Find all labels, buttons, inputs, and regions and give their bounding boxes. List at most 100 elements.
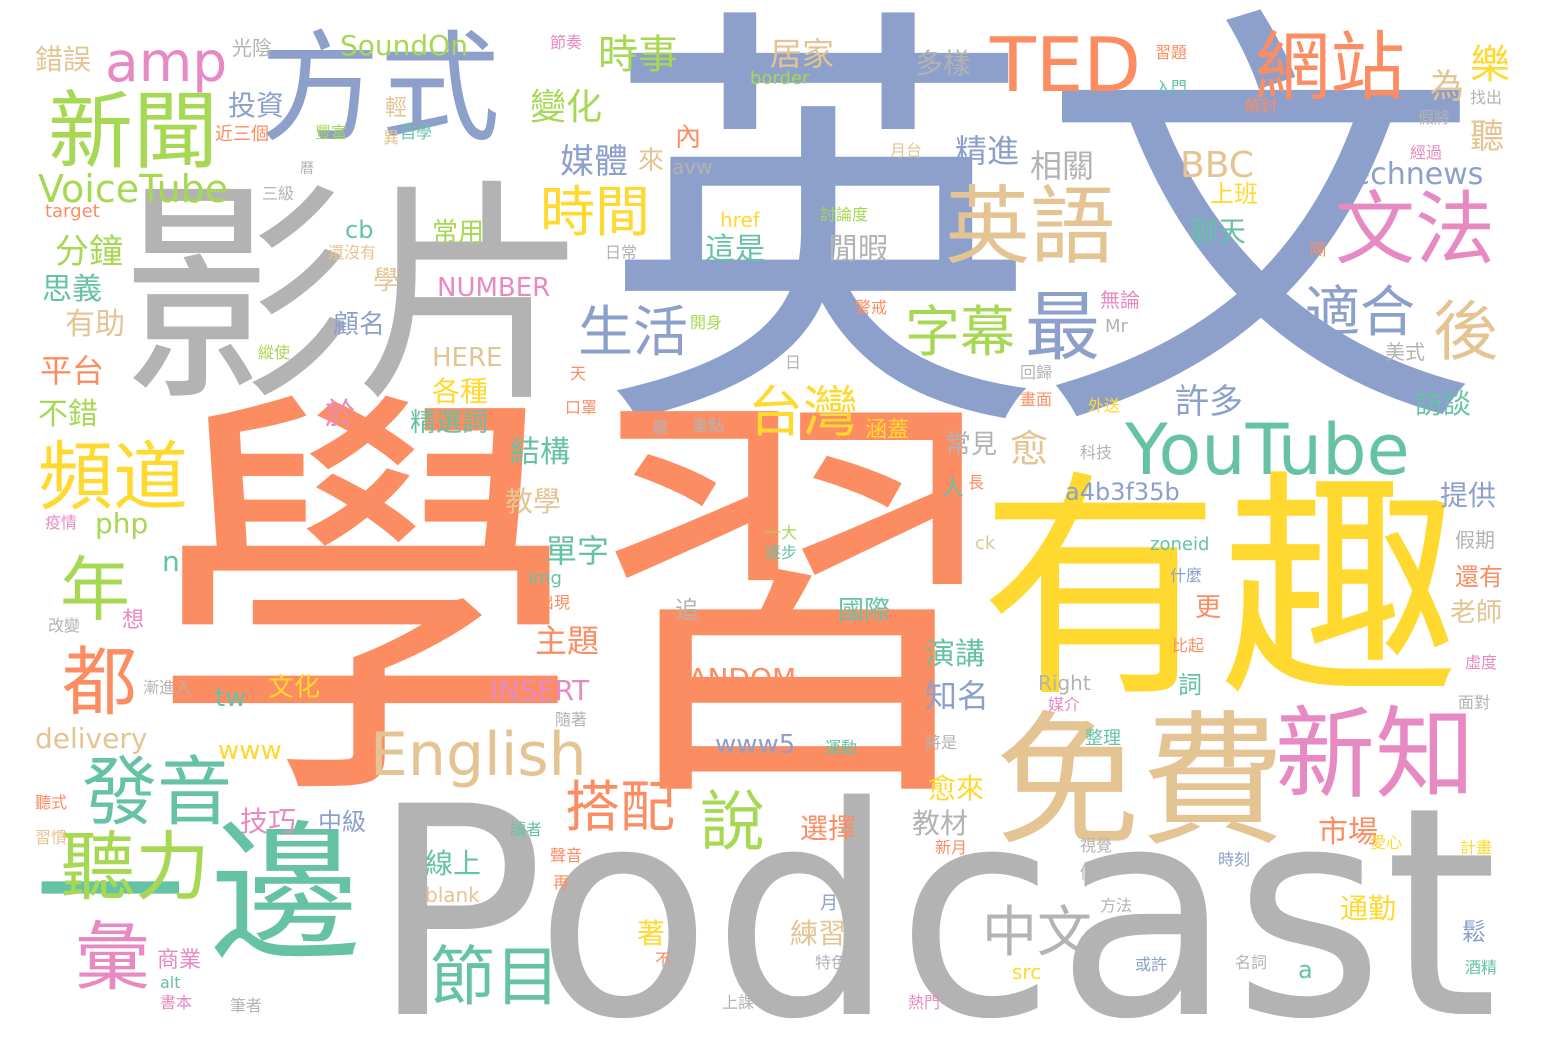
- word-mingci: 名詞: [1235, 953, 1268, 972]
- word-rumen: 入門: [1155, 78, 1188, 97]
- word-dou: 都: [62, 638, 138, 726]
- word-geng: 更: [1195, 593, 1222, 623]
- word-soundon: SoundOn: [340, 29, 468, 62]
- word-zhaochu: 找出: [1470, 88, 1503, 107]
- word-ren: 人: [942, 476, 965, 501]
- word-huoxu: 或許: [1135, 955, 1168, 974]
- word-li: 曆: [300, 161, 314, 177]
- word-ge: 隔: [1310, 240, 1327, 259]
- word-xuanze: 選擇: [800, 812, 857, 845]
- word-jiefeng: 解封: [1245, 96, 1278, 115]
- word-shangye: 商業: [157, 948, 202, 973]
- word-jiaocai: 教材: [912, 807, 969, 840]
- word-yanjiang: 演講: [925, 637, 985, 672]
- word-tese: 特色: [815, 953, 848, 972]
- word-xudu: 虛度: [1465, 653, 1498, 672]
- word-suizhe: 隨著: [555, 710, 588, 729]
- word-shike: 時刻: [1218, 850, 1251, 869]
- word-english: English: [370, 720, 587, 790]
- word-jihua: 計畫: [1460, 838, 1493, 857]
- word-reng: 仍: [1080, 863, 1097, 882]
- word-pindao: 頻道: [38, 433, 189, 521]
- word-tingshi: 聽式: [35, 793, 68, 812]
- word-xiti: 習題: [1155, 43, 1188, 62]
- word-target: target: [45, 201, 100, 222]
- word-shichang: 市場: [1318, 815, 1378, 850]
- word-le: 樂: [1470, 42, 1510, 88]
- word-zai: 再: [553, 873, 570, 892]
- word-jiaqi: 假期: [1455, 528, 1495, 552]
- word-delivery: delivery: [35, 722, 148, 755]
- word-shuben: 書本: [160, 993, 193, 1012]
- word-pingtai: 平台: [40, 352, 105, 390]
- word-taolundu: 討論度: [820, 205, 869, 224]
- word-yibian-bian: 邊: [210, 808, 361, 982]
- word-mr: Mr: [1105, 316, 1128, 337]
- word-huigui: 回歸: [1020, 363, 1053, 382]
- word-zhui: 追: [675, 596, 699, 624]
- word-wenfa: 文法: [1335, 183, 1495, 276]
- word-dapei: 搭配: [565, 775, 676, 839]
- word-xuduo: 許多: [1175, 382, 1243, 422]
- word-jiangshi: 將是: [925, 733, 958, 752]
- word-yiqing: 疫情: [45, 513, 78, 532]
- word-wangzhan: 網站: [1255, 23, 1406, 111]
- word-gaibian: 改變: [48, 616, 81, 635]
- word-xuqiu: 需求: [425, 681, 458, 700]
- word-yingwen: 英文: [600, 0, 1480, 486]
- word-bucuo: 不錯: [38, 397, 98, 432]
- word-src: src: [1012, 960, 1042, 984]
- word-laoshi: 老師: [1450, 598, 1503, 628]
- word-fayin: 發音: [82, 748, 233, 836]
- word-taiwan: 台灣: [748, 380, 859, 444]
- word-qing: 輕: [385, 96, 408, 121]
- word-jiqiao: 技巧: [240, 805, 297, 838]
- word-bianhua: 變化: [530, 87, 603, 128]
- word-yuetai: 月台: [890, 141, 923, 160]
- word-hui: 彙: [75, 913, 151, 1001]
- word-zhongwen: 中文: [982, 900, 1093, 964]
- word-shenghuo: 生活: [578, 300, 689, 364]
- word-right: Right: [1038, 671, 1091, 695]
- word-shijian: 時間: [540, 180, 651, 244]
- word-xue: 學: [373, 266, 400, 296]
- word-wenhua: 文化: [268, 673, 321, 703]
- word-shishi: 時事: [598, 32, 678, 78]
- word-zhongji: 中級: [318, 808, 366, 836]
- word-ailxin: 愛心: [1370, 833, 1403, 852]
- word-technews: technews: [1340, 157, 1484, 192]
- word-zoneid: zoneid: [1150, 534, 1210, 555]
- word-a4b3: a4b3f35b: [1065, 478, 1180, 506]
- word-number: NUMBER: [437, 273, 551, 303]
- word-guoji: 國際: [838, 596, 891, 626]
- word-sike: 思義: [42, 272, 102, 307]
- word-chuxian: 出現: [538, 593, 571, 612]
- word-jiejinru: 漸進入: [143, 678, 192, 697]
- word-kaishen: 開身: [690, 313, 723, 332]
- word-xianshang: 線上: [425, 847, 482, 880]
- word-ting: 聽: [1470, 117, 1504, 157]
- word-hou: 後: [1433, 295, 1499, 370]
- word-cuowu: 錯誤: [35, 43, 92, 76]
- word-cb: cb: [345, 216, 374, 244]
- word-danzi: 單字: [545, 532, 610, 570]
- word-tingli: 聽力: [60, 823, 211, 911]
- word-yu: 於: [325, 397, 355, 432]
- word-jujia: 居家: [770, 35, 835, 73]
- word-huamian: 畫面: [1020, 390, 1053, 409]
- word-meishi: 美式: [1385, 340, 1425, 364]
- word-mianfei: 免費: [995, 698, 1285, 867]
- word-blank: blank: [425, 883, 480, 907]
- word-jingjin: 精進: [955, 132, 1020, 170]
- word-fangtan: 訪談: [1415, 387, 1472, 420]
- word-wei: 為: [1430, 67, 1464, 107]
- word-haiyou: 還有: [1455, 563, 1503, 591]
- word-zui: 最: [1025, 283, 1101, 371]
- word-jiegou: 結構: [510, 435, 570, 470]
- word-lai: 來: [638, 146, 665, 176]
- word-tongqin: 通勤: [1340, 892, 1397, 925]
- word-yu2: 愈: [1010, 427, 1049, 471]
- word-jiezou: 節奏: [550, 33, 583, 52]
- word-tigong: 提供: [1440, 479, 1497, 512]
